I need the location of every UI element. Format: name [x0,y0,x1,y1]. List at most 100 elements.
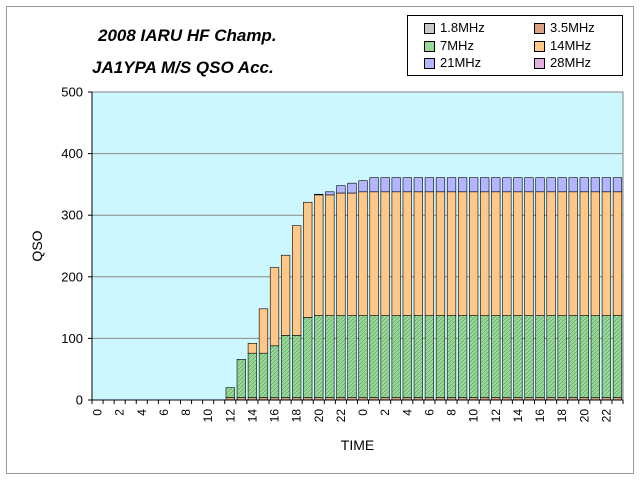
bar-segment-14mhz [280,254,291,336]
bar-hatch [557,315,567,398]
bar-hatch [546,315,556,398]
bar-hatch [391,315,401,398]
bar-segment-14mhz [292,225,302,336]
y-tick-label: 500 [61,85,83,100]
bar-segment-21mhz [590,177,600,193]
bar-segment-21mhz [469,177,479,193]
bar-segment-14mhz [612,191,623,316]
bar-segment-14mhz [413,191,423,316]
legend-swatch [534,58,545,69]
y-axis-label: QSO [29,230,45,261]
bar-hatch [436,315,445,398]
x-tick-label: 0 [91,409,105,416]
bar-segment-21mhz [413,177,423,193]
bar-hatch [513,315,523,398]
bar-hatch [303,317,313,398]
bar-segment-21mhz [391,177,401,193]
bar-hatch [270,345,279,398]
bar-segment-14mhz [325,194,335,316]
bar-segment-21mhz [358,180,368,193]
bar-segment-21mhz [369,177,379,193]
bar-hatch [347,315,357,398]
bar-hatch [325,315,335,398]
bar-segment-14mhz [524,191,534,316]
bar-hatch [613,315,622,398]
legend-swatch [534,41,545,52]
x-tick-label: 10 [201,409,215,423]
bar-hatch [358,315,368,398]
bar-segment-21mhz [513,177,523,193]
bar-segment-21mhz [347,182,357,194]
bar-hatch [259,353,268,398]
bar-segment-14mhz [480,191,490,316]
x-tick-label: 14 [511,409,525,423]
bar-segment-14mhz [303,201,313,318]
bar-segment-14mhz [247,343,258,354]
bar-hatch [535,315,545,398]
bar-hatch [469,315,478,398]
y-tick-label: 200 [61,269,83,284]
bar-segment-14mhz [269,267,280,347]
legend-label: 3.5MHz [550,20,595,35]
bar-segment-14mhz [513,191,523,316]
bar-hatch [369,315,379,398]
plot-area [91,91,624,401]
x-tick-label: 6 [422,409,436,416]
bar-hatch [314,315,324,398]
bar-segment-21mhz [502,177,512,193]
bar-hatch [336,315,346,398]
bar-hatch [502,315,512,398]
bar-segment-21mhz [457,177,468,193]
x-tick-label: 2 [113,409,127,416]
bar-segment-14mhz [391,191,401,316]
legend-swatch [424,41,435,52]
legend-swatch [534,23,545,34]
x-tick-label: 12 [489,409,503,423]
x-tick-label: 18 [555,409,569,423]
bar-hatch [491,315,501,398]
legend-swatch [424,58,435,69]
bar-segment-14mhz [502,191,512,316]
x-tick-label: 0 [356,409,370,416]
y-tick-label: 0 [76,393,83,408]
legend-label: 21MHz [440,55,482,70]
bar-segment-14mhz [590,191,600,316]
bar-segment-21mhz [336,185,346,194]
bar-segment-14mhz [446,191,457,316]
y-tick-label: 100 [61,331,83,346]
bar-hatch [524,315,534,398]
bar-segment-21mhz [446,177,457,193]
bar-segment-14mhz [435,191,446,316]
bar-hatch [281,335,290,398]
bar-hatch [568,315,578,398]
bar-segment-21mhz [380,177,390,193]
bar-segment-14mhz [557,191,567,316]
bar-segment-14mhz [469,191,479,316]
legend-label: 14MHz [550,38,592,53]
bar-segment-14mhz [369,191,379,316]
bar-segment-21mhz [568,177,578,193]
bar-hatch [225,387,235,398]
y-tick-label: 300 [61,208,83,223]
x-axis-label: TIME [341,437,374,453]
bar-segment-14mhz [347,192,357,316]
bar-segment-21mhz [402,177,412,193]
bar-segment-21mhz [435,177,446,193]
bar-segment-14mhz [491,191,501,316]
bar-segment-21mhz [557,177,567,193]
bar-segment-21mhz [612,177,623,193]
bar-hatch [458,315,467,398]
x-tick-label: 10 [467,409,481,423]
y-tick-label: 400 [61,146,83,161]
bar-segment-14mhz [258,308,269,354]
x-tick-label: 14 [245,409,259,423]
x-tick-label: 16 [268,409,282,423]
bar-segment-14mhz [380,191,390,316]
bar-segment-21mhz [524,177,534,193]
bar-hatch [447,315,456,398]
bar-segment-14mhz [601,191,612,316]
x-tick-label: 12 [223,409,237,423]
legend-label: 1.8MHz [440,20,485,35]
bar-segment-14mhz [579,191,589,316]
